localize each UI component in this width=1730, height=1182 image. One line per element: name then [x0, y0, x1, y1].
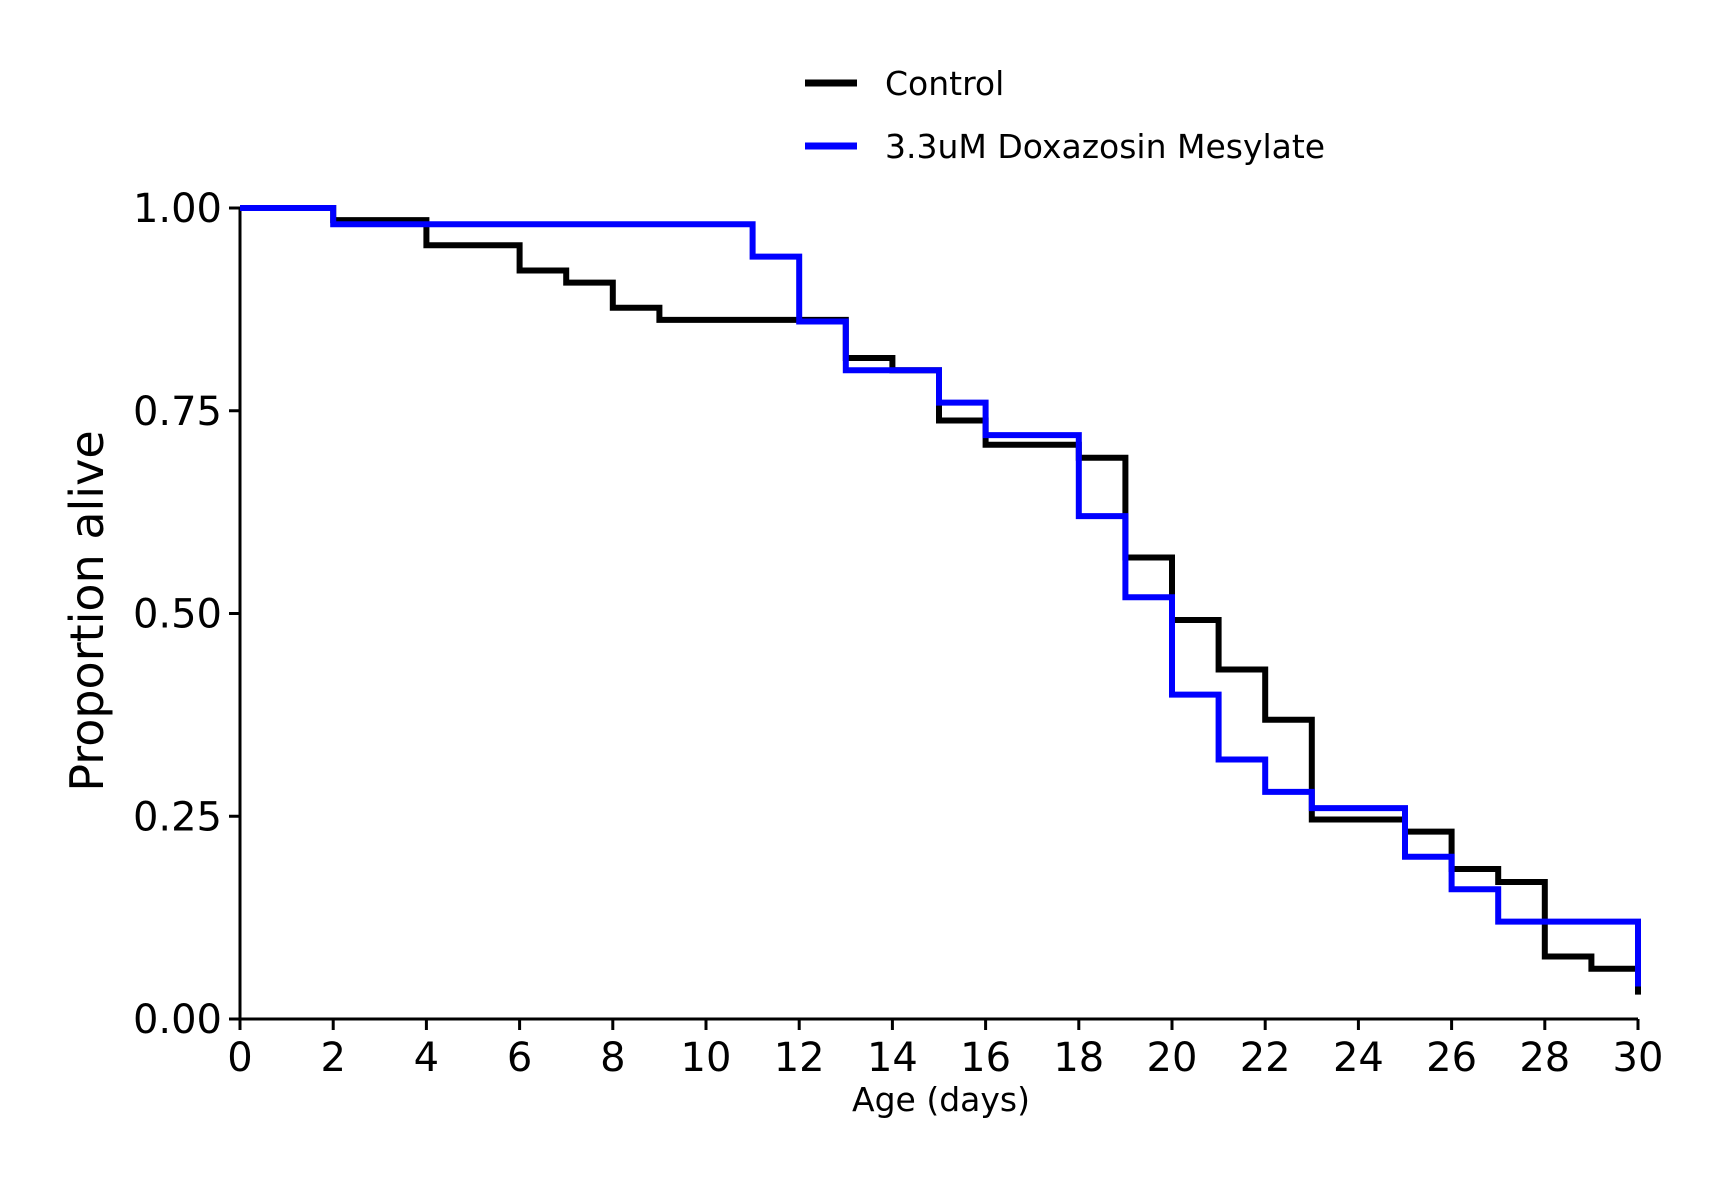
y-tick-label: 1.00 [133, 186, 222, 232]
x-tick-label: 30 [1613, 1035, 1664, 1081]
series-line-doxazosin [240, 205, 1641, 987]
y-tick-label: 0.75 [133, 389, 222, 435]
x-tick-label: 24 [1333, 1035, 1384, 1081]
x-tick-label: 18 [1053, 1035, 1104, 1081]
y-tick-label: 0.00 [133, 997, 222, 1043]
x-tick-label: 22 [1240, 1035, 1291, 1081]
x-tick-label: 0 [227, 1035, 252, 1081]
legend-label: Control [885, 64, 1004, 103]
x-tick-label: 8 [600, 1035, 625, 1081]
y-tick-label: 0.25 [133, 794, 222, 840]
y-axis-title: Proportion alive [60, 430, 114, 791]
x-tick-label: 12 [774, 1035, 825, 1081]
x-tick-label: 28 [1519, 1035, 1570, 1081]
legend-label: 3.3uM Doxazosin Mesylate [885, 127, 1325, 166]
x-tick-label: 4 [414, 1035, 439, 1081]
x-tick-label: 10 [681, 1035, 732, 1081]
axes: 0 2 4 6 8 10 12 14 16 18 20 22 24 26 28 300.000.250.500… [133, 186, 1664, 1081]
x-axis-title: Age (days) [852, 1080, 1030, 1119]
y-tick-label: 0.50 [133, 592, 222, 638]
x-tick-label: 20 [1147, 1035, 1198, 1081]
x-tick-label: 6 [507, 1035, 532, 1081]
x-tick-label: 2 [320, 1035, 345, 1081]
series-line-control [240, 205, 1641, 995]
x-tick-label: 16 [960, 1035, 1011, 1081]
x-tick-label: 14 [867, 1035, 918, 1081]
x-tick-label: 26 [1426, 1035, 1477, 1081]
legend: Control 3.3uM Doxazosin Mesylate [805, 64, 1325, 166]
series-lines [240, 205, 1641, 995]
